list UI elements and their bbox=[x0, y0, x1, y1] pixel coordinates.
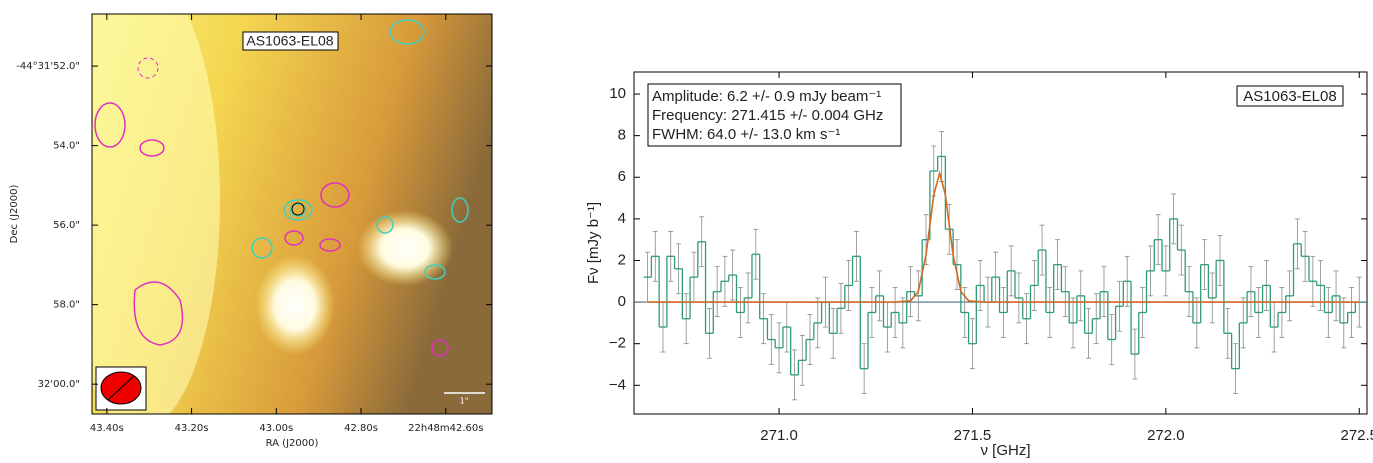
y-tick-label: 54.0" bbox=[53, 141, 80, 152]
y-axis-label: Fν [mJy b⁻¹] bbox=[585, 202, 602, 284]
y-tick-label: -44°31'52.0" bbox=[16, 61, 80, 72]
label-box bbox=[1236, 85, 1344, 107]
x-tick-label: 42.80s bbox=[344, 423, 378, 434]
beam-axis bbox=[107, 375, 135, 401]
x-tick-label: 43.00s bbox=[259, 423, 293, 434]
scale-bar-label: 1" bbox=[460, 397, 469, 406]
x-tick-label: 22h48m42.60s bbox=[408, 423, 483, 434]
y-tick-label: −4 bbox=[609, 376, 626, 393]
y-tick-label: 8 bbox=[618, 127, 626, 144]
x-tick-label: 272.5 bbox=[1340, 427, 1373, 444]
image-features bbox=[92, 14, 469, 414]
annotation: FWHM: 64.0 +/- 13.0 km s⁻¹ bbox=[652, 126, 840, 143]
y-tick-label: 32'00.0" bbox=[38, 379, 80, 390]
annotation: Frequency: 271.415 +/- 0.004 GHz bbox=[652, 107, 883, 124]
x-tick-label: 43.40s bbox=[90, 423, 124, 434]
x-tick-label: 271.5 bbox=[954, 427, 992, 444]
y-tick-label: 58.0" bbox=[53, 300, 80, 311]
x-tick-label: 272.0 bbox=[1147, 427, 1185, 444]
spectrum-panel bbox=[633, 71, 1368, 415]
x-axis-label: RA (J2000) bbox=[266, 438, 319, 449]
x-tick-label: 271.0 bbox=[760, 427, 798, 444]
axes-frame bbox=[633, 71, 1368, 415]
fit-line bbox=[647, 169, 1360, 303]
axes-frame bbox=[91, 13, 493, 415]
y-tick-label: 10 bbox=[609, 85, 626, 102]
y-tick-label: 4 bbox=[618, 210, 626, 227]
y-tick-label: 2 bbox=[618, 251, 626, 268]
y-tick-label: 56.0" bbox=[53, 220, 80, 231]
x-axis-label: ν [GHz] bbox=[980, 442, 1030, 459]
annotation: Amplitude: 6.2 +/- 0.9 mJy beam⁻¹ bbox=[652, 88, 881, 105]
y-tick-label: 0 bbox=[618, 293, 626, 310]
y-axis-label: Dec (J2000) bbox=[9, 185, 20, 244]
y-tick-label: −2 bbox=[609, 335, 626, 352]
image-panel bbox=[91, 13, 493, 415]
annotation-box bbox=[647, 83, 902, 147]
panel-label: AS1063-EL08 bbox=[246, 33, 333, 49]
label-box bbox=[242, 31, 339, 51]
x-tick-label: 43.20s bbox=[175, 423, 209, 434]
panel-label: AS1063-EL08 bbox=[1243, 88, 1336, 105]
y-tick-label: 6 bbox=[618, 168, 626, 185]
